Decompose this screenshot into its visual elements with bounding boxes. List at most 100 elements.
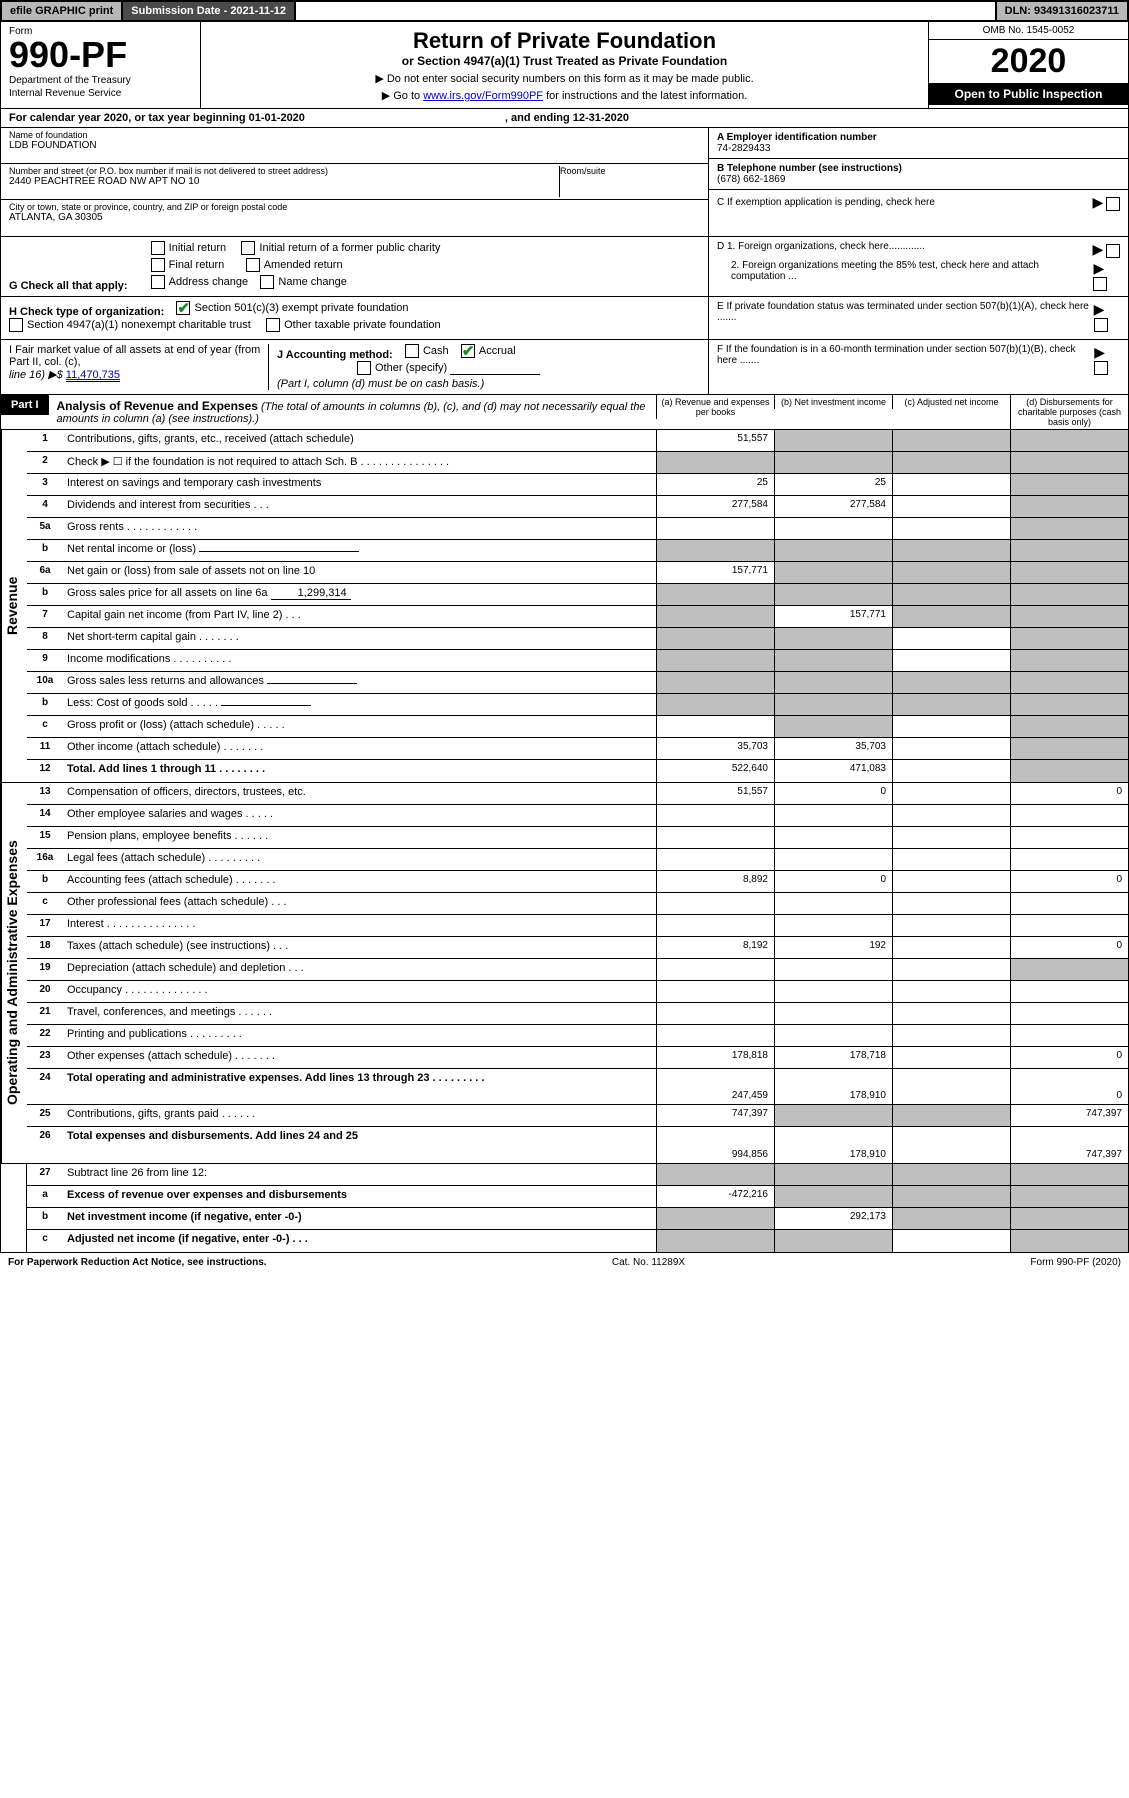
top-bar: efile GRAPHIC print Submission Date - 20…	[0, 0, 1129, 22]
row-26-label: Total expenses and disbursements. Add li…	[63, 1127, 656, 1163]
e-checkbox[interactable]	[1094, 318, 1108, 332]
row-4-label: Dividends and interest from securities .…	[63, 496, 656, 517]
row-25-label: Contributions, gifts, grants paid . . . …	[63, 1105, 656, 1126]
room-label: Room/suite	[560, 166, 700, 176]
form-subtitle: or Section 4947(a)(1) Trust Treated as P…	[213, 54, 916, 68]
h-other-tax-checkbox[interactable]	[266, 318, 280, 332]
name-label: Name of foundation	[9, 130, 700, 140]
exemption-pending-label: C If exemption application is pending, c…	[717, 197, 935, 208]
d1-label: D 1. Foreign organizations, check here..…	[717, 241, 925, 258]
city-label: City or town, state or province, country…	[9, 202, 700, 212]
exemption-pending-checkbox[interactable]	[1106, 197, 1120, 211]
g-initial-checkbox[interactable]	[151, 241, 165, 255]
row-27c-label: Adjusted net income (if negative, enter …	[63, 1230, 656, 1252]
i-label: I Fair market value of all assets at end…	[9, 344, 260, 368]
form-ref: Form 990-PF (2020)	[1030, 1257, 1121, 1268]
expenses-label: Operating and Administrative Expenses	[1, 783, 27, 1163]
row-23-label: Other expenses (attach schedule) . . . .…	[63, 1047, 656, 1068]
irs-link[interactable]: www.irs.gov/Form990PF	[423, 90, 543, 102]
summary-section: 27Subtract line 26 from line 12: aExcess…	[0, 1164, 1129, 1253]
j-cash-checkbox[interactable]	[405, 344, 419, 358]
revenue-section: Revenue 1Contributions, gifts, grants, e…	[0, 430, 1129, 783]
row-27-label: Subtract line 26 from line 12:	[63, 1164, 656, 1185]
row-1-a: 51,557	[656, 430, 774, 451]
row-2-label: Check ▶ ☐ if the foundation is not requi…	[63, 452, 656, 473]
form-header: Form 990-PF Department of the Treasury I…	[0, 22, 1129, 109]
h-501c3-checkbox[interactable]	[176, 301, 190, 315]
calendar-year-row: For calendar year 2020, or tax year begi…	[0, 109, 1129, 128]
part1-title: Analysis of Revenue and Expenses	[57, 399, 258, 413]
dept-treasury: Department of the Treasury	[9, 75, 192, 86]
d2-checkbox[interactable]	[1093, 277, 1107, 291]
f-checkbox[interactable]	[1094, 361, 1108, 375]
col-d-header: (d) Disbursements for charitable purpose…	[1010, 395, 1128, 429]
city-state-zip: ATLANTA, GA 30305	[9, 212, 700, 223]
form-number: 990-PF	[9, 37, 192, 73]
ein-value: 74-2829433	[717, 143, 770, 154]
row-22-label: Printing and publications . . . . . . . …	[63, 1025, 656, 1046]
j-other-checkbox[interactable]	[357, 361, 371, 375]
note-ssn: ▶ Do not enter social security numbers o…	[213, 72, 916, 85]
h-e-row: H Check type of organization: Section 50…	[0, 297, 1129, 340]
row-16c-label: Other professional fees (attach schedule…	[63, 893, 656, 914]
phone-value: (678) 662-1869	[717, 174, 785, 185]
i-line: line 16) ▶$	[9, 369, 66, 381]
g-initial-pub-checkbox[interactable]	[241, 241, 255, 255]
row-7-label: Capital gain net income (from Part IV, l…	[63, 606, 656, 627]
g-final-checkbox[interactable]	[151, 258, 165, 272]
g-namechg-checkbox[interactable]	[260, 275, 274, 289]
row-21-label: Travel, conferences, and meetings . . . …	[63, 1003, 656, 1024]
d2-label: 2. Foreign organizations meeting the 85%…	[717, 260, 1093, 291]
col-c-header: (c) Adjusted net income	[892, 395, 1010, 409]
g-d-row: G Check all that apply: Initial return I…	[0, 237, 1129, 297]
g-addrchg-checkbox[interactable]	[151, 275, 165, 289]
row-18-label: Taxes (attach schedule) (see instruction…	[63, 937, 656, 958]
row-8-label: Net short-term capital gain . . . . . . …	[63, 628, 656, 649]
g-label: G Check all that apply:	[9, 280, 128, 292]
row-20-label: Occupancy . . . . . . . . . . . . . .	[63, 981, 656, 1002]
open-to-public: Open to Public Inspection	[929, 83, 1128, 105]
dln: DLN: 93491316023711	[995, 2, 1127, 20]
tax-year: 2020	[929, 40, 1128, 83]
row-24-label: Total operating and administrative expen…	[63, 1069, 656, 1104]
j-note: (Part I, column (d) must be on cash basi…	[277, 378, 484, 390]
part1-header: Part I Analysis of Revenue and Expenses …	[0, 395, 1129, 430]
h-label: H Check type of organization:	[9, 306, 164, 318]
expenses-section: Operating and Administrative Expenses 13…	[0, 783, 1129, 1164]
paperwork-notice: For Paperwork Reduction Act Notice, see …	[8, 1257, 267, 1268]
row-10b-label: Less: Cost of goods sold . . . . .	[63, 694, 656, 715]
row-16a-label: Legal fees (attach schedule) . . . . . .…	[63, 849, 656, 870]
row-6a-label: Net gain or (loss) from sale of assets n…	[63, 562, 656, 583]
row-16b-label: Accounting fees (attach schedule) . . . …	[63, 871, 656, 892]
e-label: E If private foundation status was termi…	[717, 301, 1094, 335]
entity-info: Name of foundation LDB FOUNDATION Number…	[0, 128, 1129, 237]
row-11-label: Other income (attach schedule) . . . . .…	[63, 738, 656, 759]
row-9-label: Income modifications . . . . . . . . . .	[63, 650, 656, 671]
g-amended-checkbox[interactable]	[246, 258, 260, 272]
col-b-header: (b) Net investment income	[774, 395, 892, 409]
f-label: F If the foundation is in a 60-month ter…	[717, 344, 1094, 390]
row-13-label: Compensation of officers, directors, tru…	[63, 783, 656, 804]
row-15-label: Pension plans, employee benefits . . . .…	[63, 827, 656, 848]
row-17-label: Interest . . . . . . . . . . . . . . .	[63, 915, 656, 936]
foundation-name: LDB FOUNDATION	[9, 140, 700, 151]
phone-label: B Telephone number (see instructions)	[717, 163, 902, 174]
street-address: 2440 PEACHTREE ROAD NW APT NO 10	[9, 176, 559, 187]
row-19-label: Depreciation (attach schedule) and deple…	[63, 959, 656, 980]
submission-date: Submission Date - 2021-11-12	[123, 2, 296, 20]
h-4947-checkbox[interactable]	[9, 318, 23, 332]
dept-irs: Internal Revenue Service	[9, 88, 192, 99]
addr-label: Number and street (or P.O. box number if…	[9, 166, 559, 176]
col-a-header: (a) Revenue and expenses per books	[656, 395, 774, 419]
row-1-label: Contributions, gifts, grants, etc., rece…	[63, 430, 656, 451]
j-accrual-checkbox[interactable]	[461, 344, 475, 358]
revenue-label: Revenue	[1, 430, 27, 782]
row-10c-label: Gross profit or (loss) (attach schedule)…	[63, 716, 656, 737]
i-value: 11,470,735	[66, 369, 120, 382]
ein-label: A Employer identification number	[717, 132, 877, 143]
d1-checkbox[interactable]	[1106, 244, 1120, 258]
row-14-label: Other employee salaries and wages . . . …	[63, 805, 656, 826]
row-5b-label: Net rental income or (loss)	[63, 540, 656, 561]
row-3-label: Interest on savings and temporary cash i…	[63, 474, 656, 495]
footer: For Paperwork Reduction Act Notice, see …	[0, 1253, 1129, 1272]
